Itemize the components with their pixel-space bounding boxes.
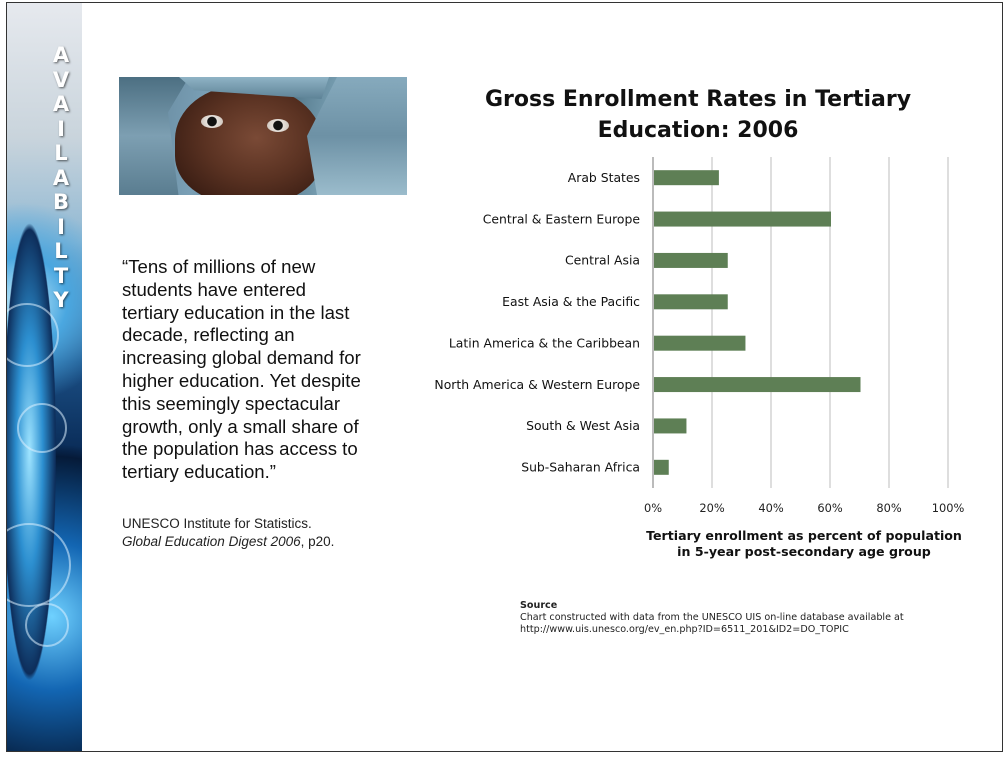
sidebar-letter: A [52, 43, 70, 67]
quote-line: higher education. Yet despite [122, 369, 361, 391]
category-label: North America & Western Europe [434, 377, 640, 392]
category-label: Central Asia [565, 253, 640, 268]
source-note: Source Chart constructed with data from … [520, 600, 990, 636]
quote-line: decade, reflecting an [122, 324, 295, 346]
chart-title-line: Gross Enrollment Rates in Tertiary [485, 87, 911, 112]
bar [654, 335, 746, 351]
sidebar-letter: V [52, 67, 70, 92]
sidebar-letter: Y [53, 288, 69, 312]
sidebar-letter: A [52, 92, 70, 116]
citation-page: , p20. [300, 534, 335, 549]
quote-citation: UNESCO Institute for Statistics. Global … [122, 515, 394, 551]
sidebar-letter: I [57, 116, 65, 141]
bar [654, 211, 831, 227]
quote-line: increasing global demand for [122, 347, 361, 369]
x-axis-title-line: in 5-year post-secondary age group [677, 544, 931, 559]
quote-line: “Tens of millions of new [122, 256, 316, 277]
sidebar-letter: I [57, 214, 65, 239]
category-label: Latin America & the Caribbean [449, 335, 640, 350]
chart-title-line: Education: 2006 [598, 118, 799, 143]
quote-text: “Tens of millions of new students have en… [122, 256, 394, 484]
x-tick-label: 0% [644, 501, 662, 515]
category-label: South & West Asia [526, 418, 640, 433]
source-line-1: Chart constructed with data from the UNE… [520, 612, 904, 623]
bar [654, 377, 861, 393]
child-peeking-photo [119, 77, 407, 195]
source-heading: Source [520, 600, 558, 611]
quote-line: tertiary education.” [122, 461, 276, 483]
quote-line: the population has access to [122, 438, 358, 460]
quote-line: tertiary education in the last [122, 301, 350, 323]
quote-line: growth, only a small share of [122, 415, 359, 437]
citation-publication: Global Education Digest 2006 [122, 534, 301, 549]
bar [654, 170, 719, 186]
x-tick-label: 100% [932, 501, 965, 515]
category-label: Central & Eastern Europe [483, 211, 640, 226]
x-axis-title-line: Tertiary enrollment as percent of popula… [646, 528, 962, 543]
citation-line-2: Global Education Digest 2006, p20. [122, 533, 394, 551]
bar [654, 459, 669, 475]
sidebar-letter: L [54, 141, 68, 165]
source-line-2: http://www.uis.unesco.org/ev_en.php?ID=6… [520, 624, 849, 635]
x-tick-label: 40% [758, 501, 783, 515]
x-tick-label: 60% [817, 501, 842, 515]
x-tick-label: 20% [699, 501, 724, 515]
bar [654, 252, 728, 268]
quote-line: students have entered [122, 278, 307, 300]
quote-line: this seemingly spectacular [122, 392, 341, 414]
sidebar-letter: L [54, 239, 68, 263]
category-label: Sub-Saharan Africa [521, 460, 640, 475]
sidebar-letter: T [53, 263, 69, 288]
bar [654, 418, 687, 434]
sidebar-letter: B [52, 190, 69, 214]
category-label: Arab States [568, 170, 640, 185]
citation-line-1: UNESCO Institute for Statistics. [122, 516, 312, 531]
category-label: East Asia & the Pacific [502, 294, 640, 309]
sidebar-letter: A [52, 165, 70, 190]
x-tick-label: 80% [876, 501, 901, 515]
bar [654, 294, 728, 310]
